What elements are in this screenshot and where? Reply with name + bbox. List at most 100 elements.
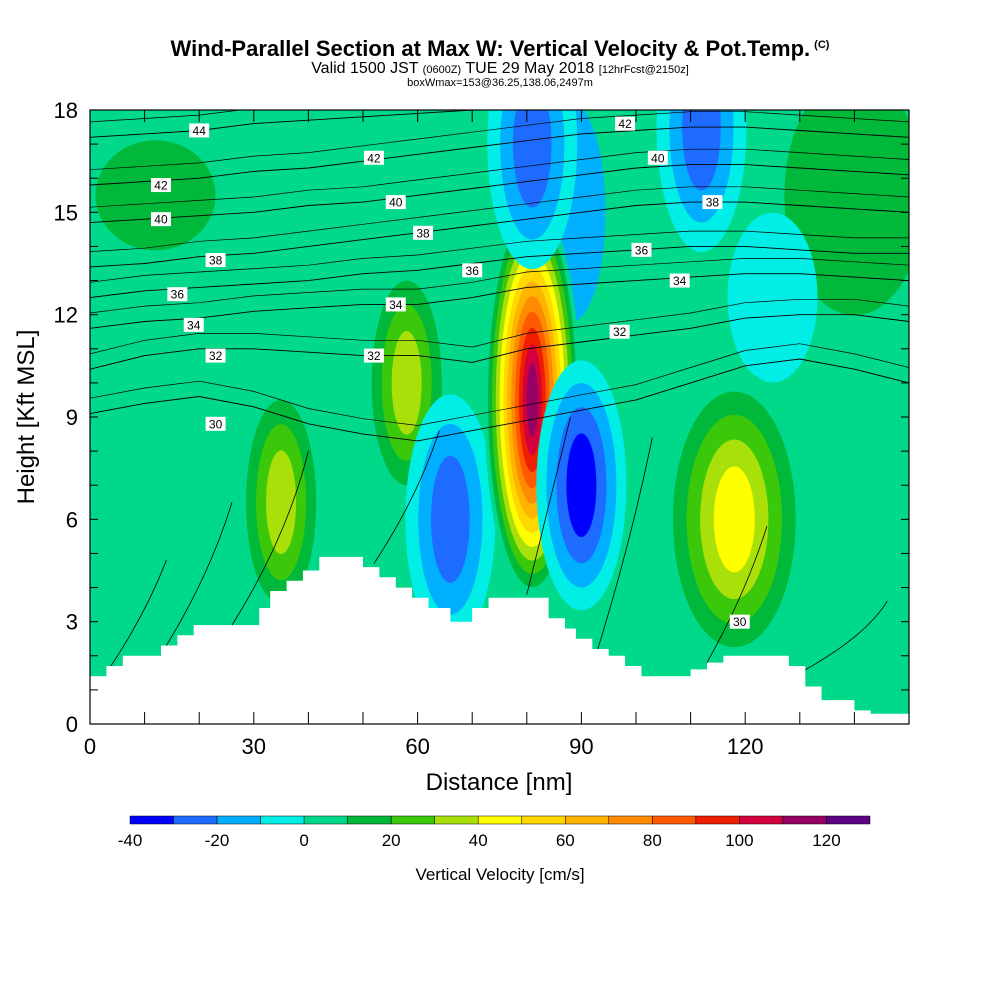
velocity-contour-band (713, 466, 755, 573)
colorbar-swatch (173, 815, 218, 825)
theta-contour-label: 36 (635, 243, 649, 257)
velocity-contour-band (682, 110, 721, 191)
theta-contour-line (373, 430, 440, 564)
theta-contour-line (597, 437, 653, 650)
theta-contour-label: 32 (613, 325, 627, 339)
colorbar-swatch (739, 815, 784, 825)
theta-contour-label: 42 (618, 117, 632, 131)
colorbar-label: -40 (118, 831, 143, 850)
theta-contour-line (90, 110, 909, 138)
theta-contour-line (90, 343, 909, 426)
colorbar-swatch (260, 815, 305, 825)
colorbar-swatch (565, 815, 610, 825)
theta-contour-line (231, 451, 309, 626)
colorbar: -40 -20 0 20 40 60 80 100 120 (118, 815, 871, 850)
contour-label-bg (183, 317, 204, 332)
forecast-info: [12hrFcst@2150z] (598, 64, 689, 76)
theta-contour-line (526, 416, 571, 595)
contour-label-bg (385, 195, 406, 210)
theta-contour-line (166, 502, 233, 646)
colorbar-swatch (826, 815, 871, 825)
colorbar-label: 0 (299, 831, 308, 850)
velocity-contour-band (566, 433, 597, 538)
contour-label-bg (167, 287, 188, 302)
box-info: boxWmax=153@36.25,138.06,2497m (407, 77, 593, 89)
theta-contour-line (90, 314, 909, 370)
contour-label-bg (615, 116, 636, 131)
theta-contour-label: 32 (367, 349, 381, 363)
valid-time: Valid 1500 JST (311, 60, 419, 77)
colorbar-swatch (129, 815, 174, 825)
velocity-contour-band (266, 450, 297, 555)
contour-labels: 44 42 40 38 36 34 32 30 42 40 38 36 34 32 42 40 38 36 34 32… (150, 116, 750, 629)
x-tick-label: 120 (727, 734, 764, 759)
contour-label-bg (189, 123, 210, 138)
colorbar-title: Vertical Velocity [cm/s] (415, 865, 584, 884)
theta-contour-line (706, 526, 768, 663)
colorbar-swatch (695, 815, 740, 825)
terrain-profile (90, 556, 909, 724)
contour-label-bg (205, 348, 226, 363)
weak-updraft-region (784, 110, 909, 316)
colorbar-swatch (434, 815, 479, 825)
theta-contour-label: 44 (193, 124, 207, 138)
colorbar-label: 40 (469, 831, 488, 850)
theta-contour-line (90, 273, 909, 329)
y-axis-label: Height [Kft MSL] (13, 330, 40, 505)
theta-contour-line (90, 298, 909, 355)
weak-updraft-region (95, 140, 216, 251)
contour-label-bg (205, 416, 226, 431)
chart-subtitle: Valid 1500 JST (0600Z) TUE 29 May 2018 [… (0, 60, 1000, 78)
contour-label-bg (702, 195, 723, 210)
colorbar-swatch (303, 815, 348, 825)
theta-contours (90, 110, 909, 674)
velocity-contour-band (391, 330, 422, 435)
theta-contour-line (90, 148, 909, 208)
velocity-contour-band (512, 110, 552, 208)
theta-contour-label: 36 (171, 288, 185, 302)
y-tick-label: 6 (66, 507, 78, 532)
theta-contour-line (90, 245, 909, 299)
theta-contour-label: 40 (389, 196, 403, 210)
contour-label-bg (462, 263, 483, 278)
colorbar-swatch (390, 815, 435, 825)
colorbar-swatch (477, 815, 522, 825)
velocity-contour-band (526, 363, 539, 437)
contour-label-bg (385, 297, 406, 312)
theta-contour-label: 38 (706, 196, 720, 210)
colorbar-swatch (782, 815, 827, 825)
theta-contour-label: 34 (187, 318, 201, 332)
colorbar-swatch (216, 815, 261, 825)
theta-contour-label: 36 (466, 264, 480, 278)
colorbar-swatch (608, 815, 653, 825)
x-axis-label: Distance [nm] (426, 769, 573, 796)
theta-contour-line (90, 164, 909, 224)
y-tick-label: 0 (66, 712, 78, 737)
theta-contour-line (90, 186, 909, 252)
y-tick-label: 18 (54, 98, 78, 123)
x-tick-label: 60 (405, 734, 429, 759)
theta-contour-line (90, 110, 243, 123)
chart-title: Wind-Parallel Section at Max W: Vertical… (0, 36, 1000, 62)
theta-contour-label: 40 (651, 151, 665, 165)
theta-contour-line (90, 230, 909, 283)
x-tick-label: 0 (84, 734, 96, 759)
y-tick-label: 9 (66, 405, 78, 430)
theta-contour-label: 38 (209, 254, 223, 268)
colorbar-label: -20 (205, 831, 230, 850)
theta-contour-line (90, 201, 909, 268)
colorbar-label: 60 (556, 831, 575, 850)
valid-utc: (0600Z) (422, 64, 462, 76)
y-tick-label: 12 (54, 303, 78, 328)
theta-contour-line (106, 560, 167, 674)
theta-contour-line (90, 111, 909, 171)
theta-contour-label: 34 (389, 298, 403, 312)
colorbar-swatch (652, 815, 697, 825)
theta-contour-line (90, 126, 909, 186)
contour-label-bg (609, 324, 630, 339)
theta-contour-label: 38 (416, 226, 430, 240)
contour-label-bg (647, 150, 668, 165)
x-tick-label: 30 (242, 734, 266, 759)
valid-date: TUE 29 May 2018 (465, 60, 595, 77)
